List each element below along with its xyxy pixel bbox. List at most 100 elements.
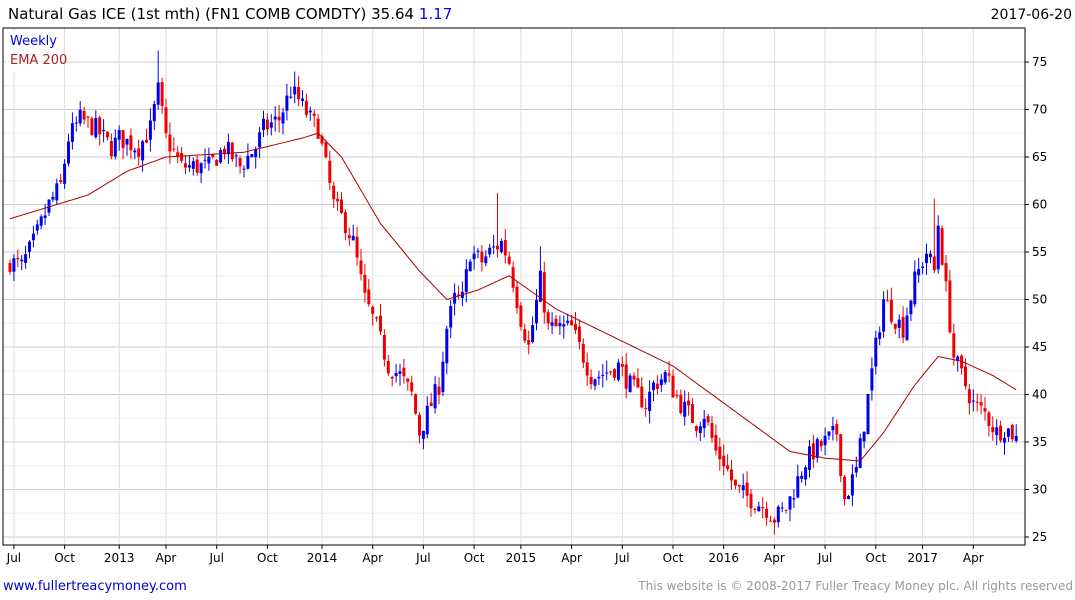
candle-body: [281, 112, 285, 124]
y-tick-label: 30: [1032, 483, 1047, 497]
candle: [769, 515, 772, 522]
candle: [191, 157, 195, 176]
candle-body: [468, 261, 472, 272]
candle: [269, 114, 273, 136]
candle-body: [753, 508, 757, 510]
candle: [265, 113, 269, 136]
candle: [644, 398, 648, 417]
candle-body: [457, 294, 460, 296]
candle-body: [613, 369, 616, 378]
candle: [148, 108, 152, 152]
candle: [730, 460, 733, 490]
candle-body: [47, 199, 51, 213]
candle: [843, 474, 847, 506]
candle-body: [893, 323, 897, 329]
candle: [336, 191, 340, 211]
candle-body: [277, 116, 281, 121]
candle: [437, 377, 441, 405]
candle: [445, 325, 449, 375]
candle-body: [347, 235, 351, 239]
candle-body: [499, 241, 503, 253]
candle: [262, 110, 265, 137]
candle: [652, 380, 655, 402]
candle-body: [691, 404, 694, 423]
candle-body: [554, 318, 558, 327]
candle: [379, 303, 382, 335]
candle-body: [258, 132, 262, 148]
candle-body: [402, 367, 406, 377]
candle-body: [343, 212, 347, 234]
candle-body: [636, 378, 640, 388]
y-tick-label: 75: [1032, 55, 1047, 69]
candle: [1014, 424, 1018, 443]
candle-body: [948, 280, 952, 333]
candle: [480, 244, 484, 272]
candle: [51, 191, 55, 203]
candle: [936, 215, 940, 274]
candle-body: [24, 254, 28, 264]
y-axis: 25 30 35 40 45 50 55 60 65 70 75: [1025, 55, 1047, 544]
candle: [854, 456, 858, 478]
candle: [476, 248, 480, 259]
candle: [414, 393, 418, 415]
candle: [1010, 423, 1014, 443]
candle-body: [94, 118, 98, 138]
candle-body: [850, 474, 854, 496]
candle-body: [109, 141, 113, 157]
candle-body: [878, 332, 882, 339]
candle: [226, 133, 230, 164]
candle-body: [191, 161, 195, 169]
candle: [503, 229, 507, 264]
candle: [164, 98, 168, 139]
candle-body: [254, 149, 258, 158]
candle-body: [632, 375, 636, 380]
x-tick-label: 2013: [104, 551, 135, 565]
candle-body: [429, 402, 433, 407]
candle-body: [70, 123, 74, 142]
candle: [546, 309, 550, 330]
x-tick-label: Oct: [257, 551, 278, 565]
candle-body: [601, 375, 605, 377]
candle: [16, 249, 20, 268]
candle-body: [265, 119, 269, 130]
candle: [609, 370, 613, 376]
candle: [82, 106, 86, 125]
candle: [967, 383, 971, 415]
candle-body: [757, 506, 761, 512]
x-tick-label: Jul: [817, 551, 832, 565]
candle-body: [831, 426, 835, 431]
site-link[interactable]: www.fullertreacymoney.com: [3, 579, 187, 594]
candle: [944, 254, 948, 292]
candle: [882, 291, 886, 338]
candle: [999, 420, 1003, 443]
x-tick-label: Oct: [464, 551, 485, 565]
candle: [86, 115, 90, 128]
candle-body: [410, 382, 414, 392]
candle: [106, 131, 109, 141]
candle-body: [59, 180, 63, 183]
candle: [554, 315, 558, 327]
candle-body: [207, 156, 211, 164]
candle-body: [98, 117, 102, 135]
candle-body: [418, 414, 421, 436]
candle: [70, 112, 74, 150]
candle-body: [901, 317, 905, 338]
candle-body: [336, 198, 340, 202]
candle-body: [180, 152, 184, 161]
candle-body: [769, 520, 772, 522]
candle: [109, 133, 113, 160]
candle-body: [932, 256, 936, 271]
candle-body: [195, 159, 199, 173]
candle-body: [234, 155, 238, 157]
candle: [35, 219, 39, 235]
candle: [811, 434, 815, 469]
candle: [808, 440, 811, 478]
candle-body: [570, 320, 574, 326]
candle: [909, 299, 913, 322]
candle-body: [328, 160, 332, 183]
candle: [960, 354, 964, 375]
candle: [558, 315, 562, 335]
candle: [757, 501, 761, 512]
candle-body: [644, 408, 648, 410]
candle-body: [800, 475, 804, 479]
